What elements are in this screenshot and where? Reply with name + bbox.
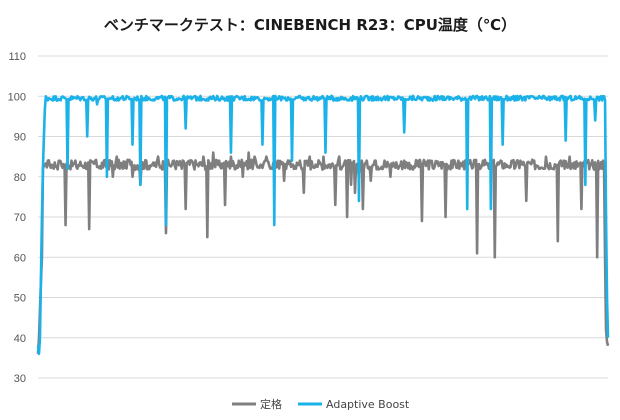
y-tick-label: 100: [8, 91, 26, 103]
legend-label-1: Adaptive Boost: [326, 398, 410, 411]
series-line-0: [36, 151, 610, 354]
y-tick-label: 50: [14, 293, 26, 305]
y-tick-label: 60: [14, 252, 26, 264]
y-tick-label: 70: [14, 212, 26, 224]
legend: 定格 Adaptive Boost: [232, 397, 410, 411]
y-tick-label: 80: [14, 172, 26, 184]
y-tick-label: 40: [14, 333, 26, 345]
y-tick-label: 90: [14, 132, 26, 144]
series-line-1: [36, 94, 610, 356]
legend-label-0: 定格: [260, 397, 282, 411]
y-tick-label: 110: [8, 51, 26, 63]
y-tick-label: 30: [14, 373, 26, 385]
chart-title: ベンチマークテスト：CINEBENCH R23：CPU温度（℃）: [104, 16, 516, 34]
y-axis-ticks: 30 40 50 60 70 80 90 100 110: [8, 51, 26, 385]
gridlines: [38, 55, 608, 379]
series-lines: [36, 94, 610, 356]
